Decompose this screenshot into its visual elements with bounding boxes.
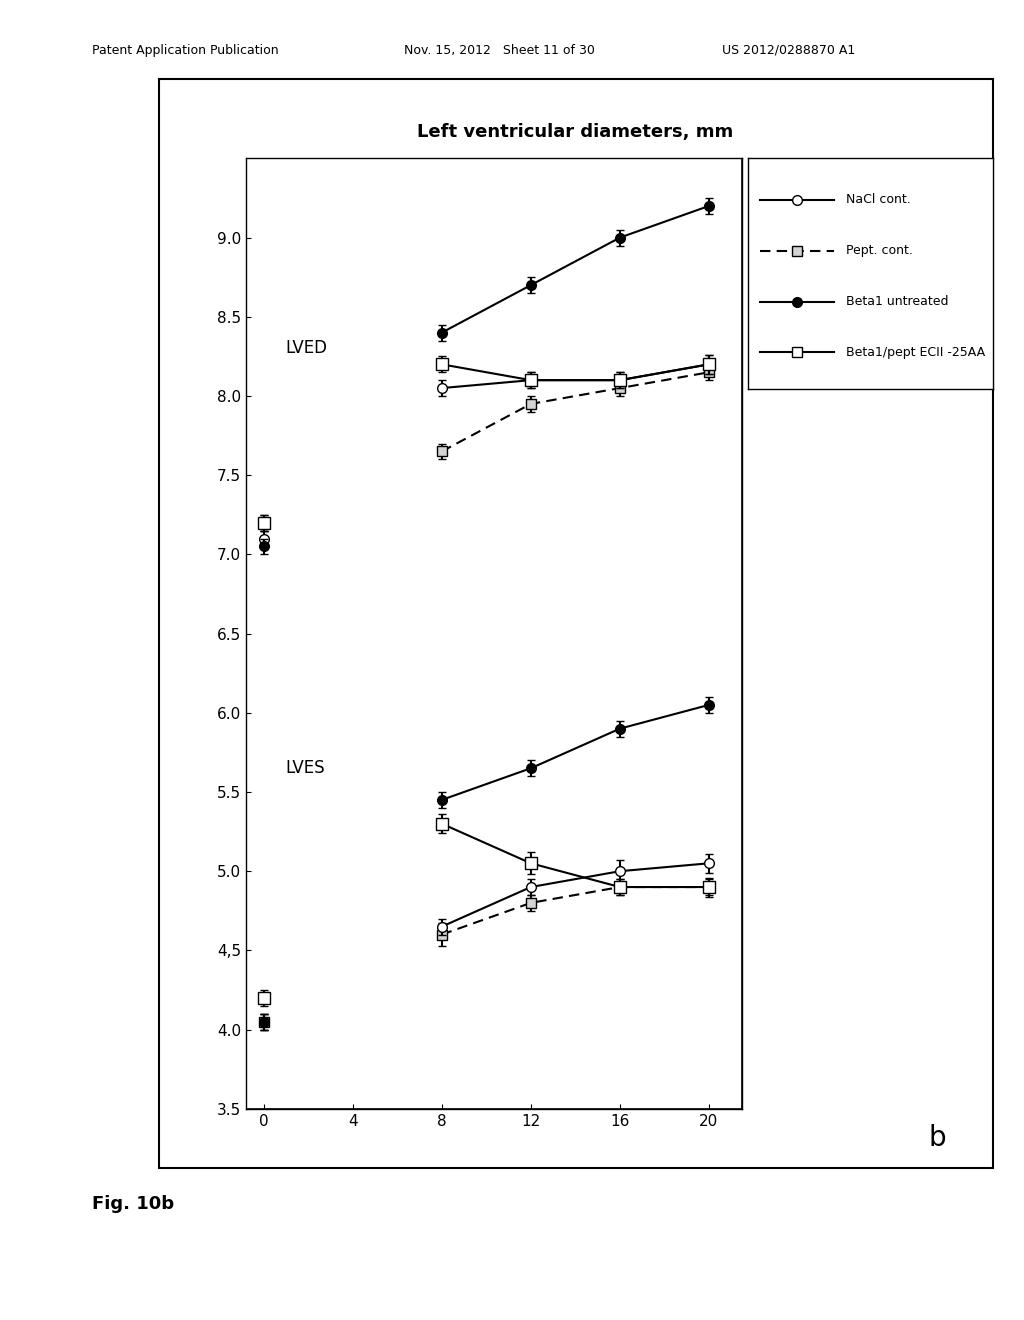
Text: NaCl cont.: NaCl cont. bbox=[846, 194, 910, 206]
Bar bbox=[246, 158, 742, 1109]
Text: Pept. cont.: Pept. cont. bbox=[846, 244, 912, 257]
Text: Left ventricular diameters, mm: Left ventricular diameters, mm bbox=[418, 123, 733, 141]
Text: LVED: LVED bbox=[286, 339, 328, 358]
Text: Beta1 untreated: Beta1 untreated bbox=[846, 296, 948, 308]
Text: Nov. 15, 2012   Sheet 11 of 30: Nov. 15, 2012 Sheet 11 of 30 bbox=[404, 44, 595, 57]
Text: Patent Application Publication: Patent Application Publication bbox=[92, 44, 279, 57]
Text: Fig. 10b: Fig. 10b bbox=[92, 1195, 174, 1213]
Text: b: b bbox=[928, 1123, 946, 1152]
Text: Beta1/pept ECII -25AA: Beta1/pept ECII -25AA bbox=[846, 346, 985, 359]
Text: US 2012/0288870 A1: US 2012/0288870 A1 bbox=[722, 44, 855, 57]
Text: LVES: LVES bbox=[286, 759, 326, 777]
